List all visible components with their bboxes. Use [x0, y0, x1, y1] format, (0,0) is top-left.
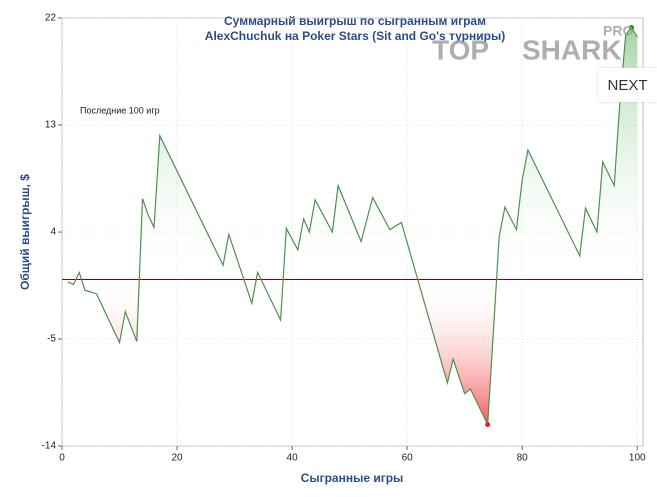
y-tick-label: 13 — [45, 120, 57, 131]
positive-area — [75, 27, 638, 280]
negative-area — [67, 279, 638, 425]
x-tick-label: 0 — [59, 453, 65, 464]
max-point — [628, 25, 634, 31]
chart-title: Суммарный выигрыш по сыгранным играм — [224, 14, 486, 28]
x-tick-label: 40 — [287, 453, 299, 464]
x-tick-label: 80 — [517, 453, 529, 464]
annotation: Последние 100 игр — [80, 105, 160, 115]
y-axis-label: Общий выигрыш, $ — [18, 174, 32, 290]
logo-badge: PRO — [603, 23, 633, 39]
logo-right: SHARK — [522, 34, 622, 65]
min-point — [485, 422, 491, 428]
x-tick-label: 60 — [402, 453, 414, 464]
y-tick-label: -5 — [47, 334, 56, 345]
y-tick-label: -14 — [42, 441, 57, 452]
logo-left: TOP — [432, 34, 489, 65]
y-tick-label: 22 — [45, 13, 57, 24]
line — [67, 26, 638, 427]
next-button[interactable]: NEXT — [598, 68, 657, 102]
chart-subtitle: AlexChuchuk на Poker Stars (Sit and Go's… — [205, 29, 505, 43]
y-tick-label: 4 — [50, 227, 56, 238]
x-tick-label: 20 — [171, 453, 183, 464]
x-axis-label: Сыгранные игры — [301, 471, 404, 485]
x-tick-label: 100 — [629, 453, 646, 464]
